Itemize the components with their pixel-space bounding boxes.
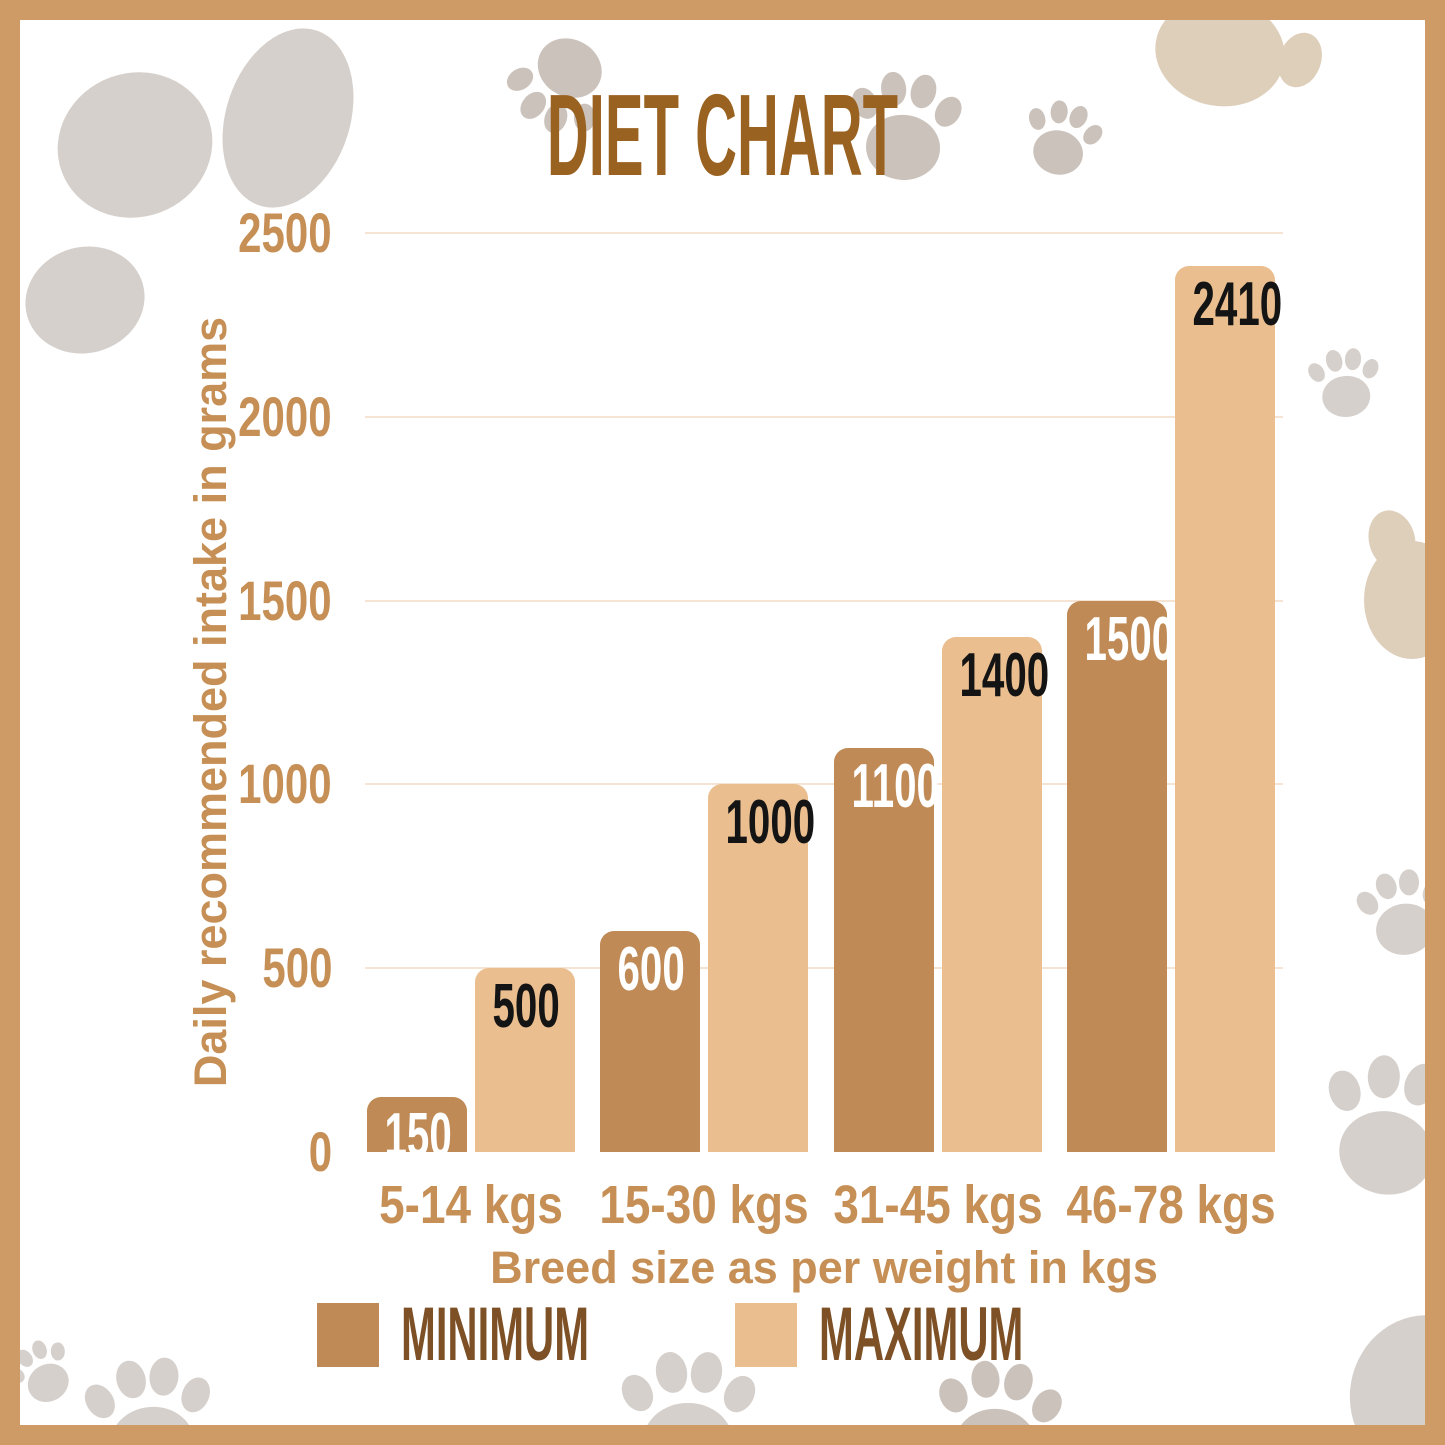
legend-swatch-maximum [735, 1303, 797, 1367]
legend-swatch-minimum [317, 1303, 379, 1367]
bar-minimum-46-78kgs: 1500 [1067, 601, 1175, 1152]
y-tick-label: 1000 [238, 752, 332, 816]
y-tick-label: 1500 [238, 568, 332, 632]
bar-value-label: 1500 [1084, 605, 1175, 674]
bar-maximum-15-30kgs: 1000 [708, 784, 816, 1152]
legend-label: MAXIMUM [819, 1292, 1024, 1377]
y-tick-label: 2500 [238, 201, 332, 264]
bar-maximum-31-45kgs: 1400 [942, 637, 1050, 1152]
chart-legend: MINIMUM MAXIMUM [0, 1292, 1445, 1377]
bar-value-label: 500 [492, 972, 560, 1041]
bar-value-label: 1000 [725, 788, 816, 857]
bar-maximum-5-14kgs: 500 [475, 968, 575, 1152]
bar-value-label: 1400 [959, 641, 1050, 710]
gridline-1500 [365, 599, 1283, 602]
bar-minimum-5-14kgs: 150 [367, 1097, 467, 1167]
bar-value-label: 150 [384, 1101, 452, 1170]
gridline-2000 [365, 415, 1283, 418]
bar-minimum-31-45kgs: 1100 [834, 748, 939, 1152]
y-tick-label: 2000 [238, 384, 332, 448]
x-tick-label: 15-30 kgs [599, 1175, 809, 1235]
legend-item-maximum: MAXIMUM [735, 1292, 1191, 1377]
legend-label: MINIMUM [401, 1292, 590, 1377]
legend-item-minimum: MINIMUM [317, 1292, 743, 1377]
page-title: DIET CHART [546, 70, 899, 200]
bar-value-label: 1100 [851, 752, 939, 821]
bar-minimum-15-30kgs: 600 [600, 931, 700, 1152]
y-tick-label: 0 [308, 1120, 332, 1183]
y-tick-label: 500 [261, 936, 332, 1000]
bar-value-label: 2410 [1192, 270, 1283, 339]
x-tick-label: 5-14 kgs [379, 1175, 563, 1235]
x-tick-label: 46-78 kgs [1066, 1175, 1276, 1235]
gridline-1000 [365, 783, 1283, 786]
x-axis-title: Breed size as per weight in kgs [490, 1242, 1158, 1293]
gridline-500 [365, 967, 1283, 970]
bar-maximum-46-78kgs: 2410 [1175, 266, 1283, 1152]
bar-value-label: 600 [617, 935, 685, 1004]
x-tick-label: 31-45 kgs [833, 1175, 1043, 1235]
gridline-2500 [365, 232, 1283, 234]
